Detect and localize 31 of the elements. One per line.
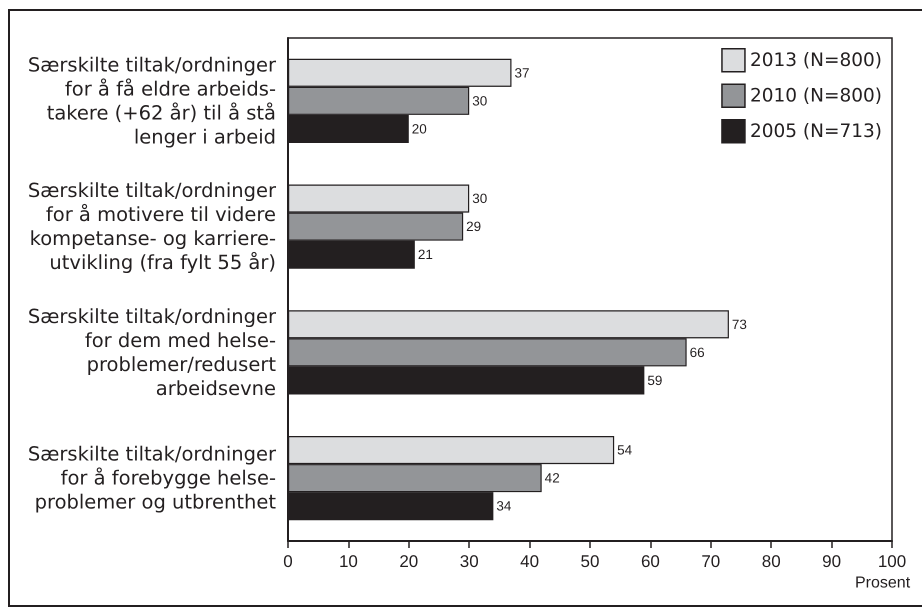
legend-label: 2010 (N=800): [750, 85, 882, 106]
data-label: 37: [514, 65, 530, 80]
data-label: 59: [647, 372, 662, 388]
data-label: 29: [466, 219, 482, 234]
y-tick-label: Særskilte tiltak/ordninger for å få eldre arbeids- takere (+62 år) til å stå lenger i arbeid: [28, 53, 277, 148]
data-label: 66: [690, 344, 705, 360]
x-tick-label: 30: [460, 552, 479, 571]
data-label: 34: [496, 498, 512, 514]
legend-label: 2005 (N=713): [750, 120, 882, 142]
data-label: 21: [418, 247, 433, 262]
data-label: 20: [412, 121, 427, 136]
data-label: 30: [472, 191, 488, 206]
data-label: 30: [472, 93, 488, 108]
legend-label: 2013 (N=800): [750, 50, 882, 71]
x-tick-label: 60: [640, 552, 660, 571]
x-tick-label: 50: [580, 552, 600, 571]
y-tick-label: Særskilte tiltak/ordninger for å motivere til videre kompetanse- og karriere- utvikling (fra fylt 55 år): [28, 179, 277, 274]
x-tick-label: 0: [283, 552, 293, 571]
x-tick-label: 70: [701, 552, 720, 571]
x-tick-label: 90: [822, 552, 842, 571]
x-tick-label: 80: [762, 552, 781, 571]
x-axis-title: Prosent: [855, 574, 911, 592]
x-tick-label: 100: [878, 552, 906, 571]
y-tick-label: Særskilte tiltak/ordninger for å forebygge helse- problemer og utbrenthet: [28, 442, 277, 514]
x-tick-label: 10: [338, 552, 358, 571]
data-label: 54: [617, 442, 633, 458]
x-tick-label: 40: [520, 552, 540, 571]
x-tick-label: 20: [399, 552, 418, 571]
data-label: 42: [544, 470, 560, 486]
y-tick-label: Særskilte tiltak/ordninger for dem med helse- problemer/redusert arbeidsevne: [28, 304, 277, 400]
data-label: 73: [732, 316, 747, 332]
